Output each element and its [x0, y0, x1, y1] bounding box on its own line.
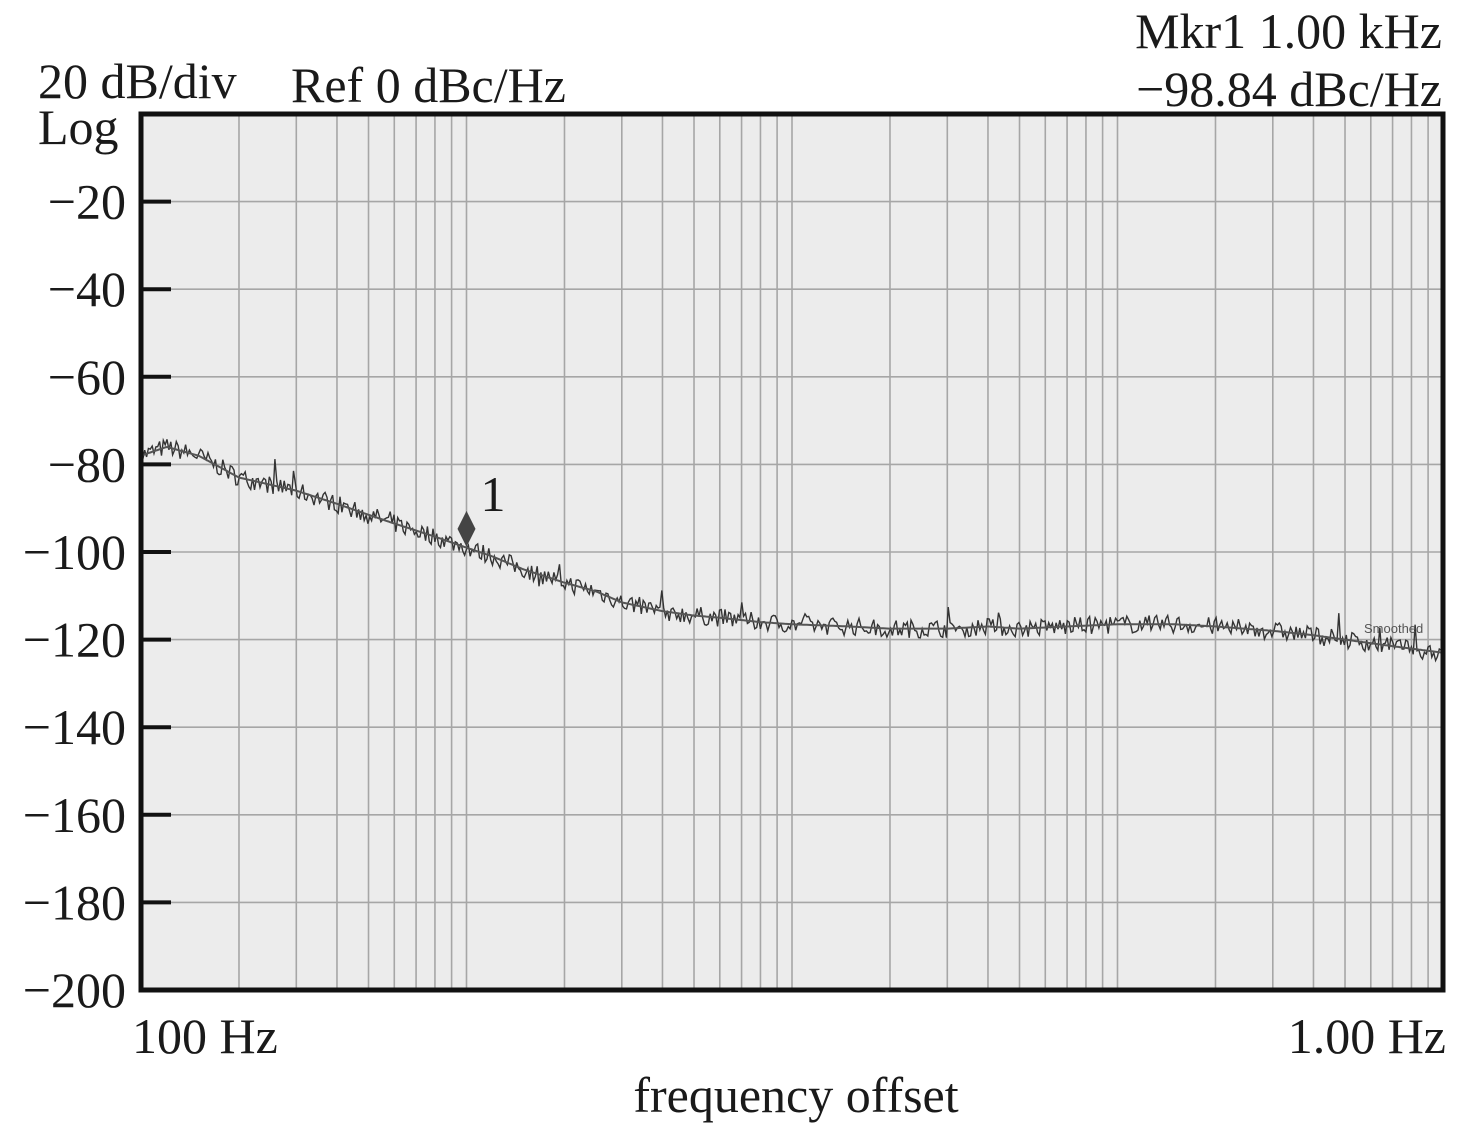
- marker-diamond: [457, 510, 476, 547]
- y-tick-label: −200: [23, 962, 126, 1018]
- trace-layer: [140, 437, 1444, 663]
- x-axis-label: frequency offset: [633, 1067, 958, 1123]
- y-tick-label: −20: [48, 174, 126, 230]
- trace-smoothed: [140, 445, 1444, 654]
- plot-frame: [138, 111, 1446, 993]
- x-tick-label-end: 1.00 Hz: [1288, 1008, 1446, 1064]
- reference-label: Ref 0 dBc/Hz: [291, 57, 566, 113]
- grid-lines: [141, 114, 1443, 990]
- y-tick-label: −160: [23, 787, 126, 843]
- y-axis-ticks: −20 −40 −60 −80 −100 −120 −140 −160 −180 −200: [23, 174, 171, 1018]
- marker-label: 1: [481, 466, 506, 522]
- y-tick-label: −60: [48, 349, 126, 405]
- marker-readout-value: −98.84 dBc/Hz: [1136, 61, 1442, 117]
- marker-readout-frequency: Mkr1 1.00 kHz: [1135, 3, 1442, 59]
- scale-type-label: Log: [38, 99, 119, 155]
- y-tick-label: −120: [23, 612, 126, 668]
- scale-label: 20 dB/div: [38, 53, 237, 109]
- y-tick-label: −80: [48, 436, 126, 492]
- y-tick-label: −100: [23, 524, 126, 580]
- x-tick-label-start: 100 Hz: [132, 1008, 278, 1064]
- y-tick-label: −180: [23, 874, 126, 930]
- marker-1: 1: [457, 466, 506, 547]
- y-tick-label: −140: [23, 699, 126, 755]
- trace-annotation: Smoothed: [1364, 621, 1423, 636]
- y-tick-label: −40: [48, 261, 126, 317]
